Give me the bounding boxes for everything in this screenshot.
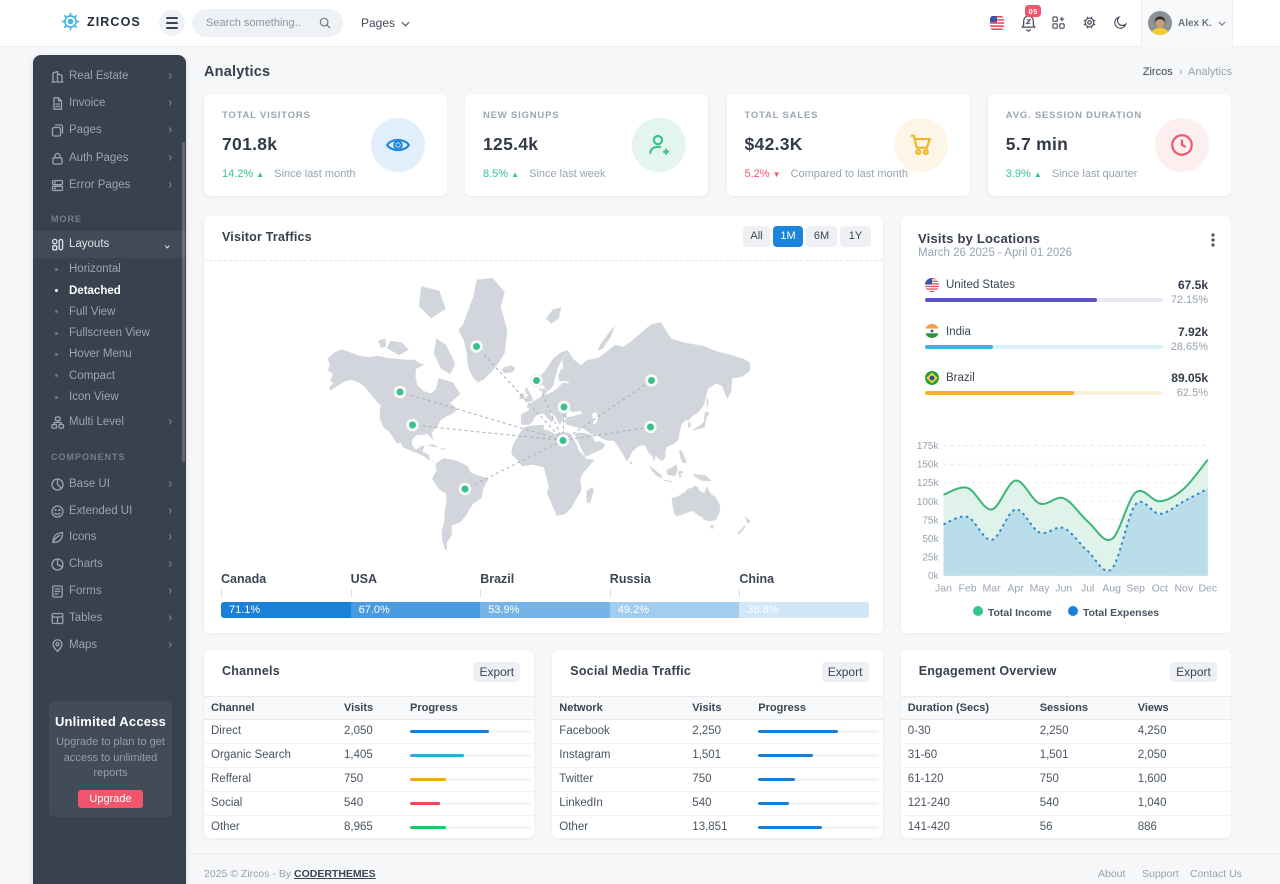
svg-text:150k: 150k <box>917 460 940 471</box>
svg-text:Jan: Jan <box>935 583 952 595</box>
svg-text:25k: 25k <box>922 553 939 564</box>
svg-text:Jul: Jul <box>1081 583 1094 595</box>
svg-text:125k: 125k <box>917 478 940 489</box>
svg-text:100k: 100k <box>917 497 940 508</box>
svg-text:Feb: Feb <box>958 583 976 595</box>
svg-text:0k: 0k <box>928 571 940 582</box>
svg-text:Apr: Apr <box>1007 583 1024 595</box>
svg-text:75k: 75k <box>922 515 939 526</box>
svg-text:Dec: Dec <box>1198 583 1217 595</box>
svg-text:50k: 50k <box>922 534 939 545</box>
svg-text:Mar: Mar <box>983 583 1002 595</box>
svg-text:Nov: Nov <box>1174 583 1193 595</box>
svg-text:175k: 175k <box>917 441 940 452</box>
svg-text:Jun: Jun <box>1055 583 1072 595</box>
svg-text:Sep: Sep <box>1126 583 1145 595</box>
svg-text:May: May <box>1030 583 1051 595</box>
svg-text:Aug: Aug <box>1102 583 1121 595</box>
svg-text:Oct: Oct <box>1152 583 1168 595</box>
